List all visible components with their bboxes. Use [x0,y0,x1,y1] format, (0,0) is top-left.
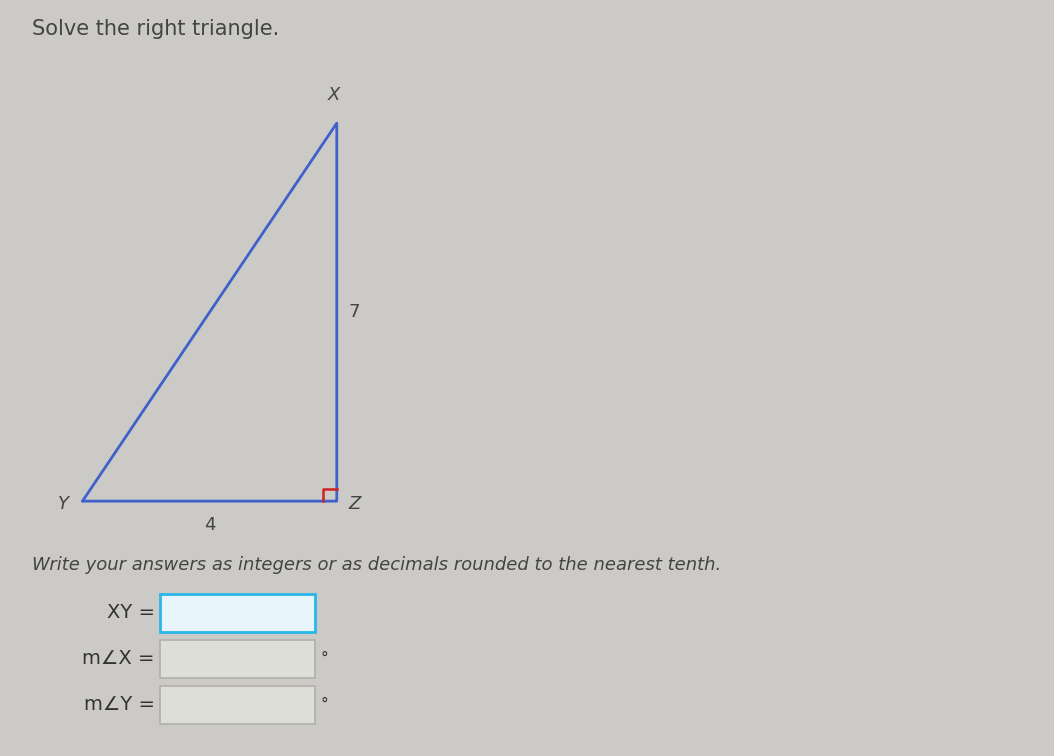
Text: 7: 7 [348,303,359,321]
Bar [160,640,315,678]
Text: Y: Y [58,495,69,513]
Text: °: ° [321,696,329,711]
Text: Write your answers as integers or as decimals rounded to the nearest tenth.: Write your answers as integers or as dec… [32,556,721,574]
Bar [160,594,315,632]
Text: m∠X =: m∠X = [82,649,155,668]
Bar [160,686,315,724]
Text: X: X [328,86,339,104]
Text: °: ° [321,650,329,665]
Text: XY =: XY = [108,603,155,621]
Text: m∠Y =: m∠Y = [84,695,155,714]
Text: 4: 4 [203,516,215,534]
Text: Z: Z [348,495,360,513]
Text: Solve the right triangle.: Solve the right triangle. [32,19,279,39]
